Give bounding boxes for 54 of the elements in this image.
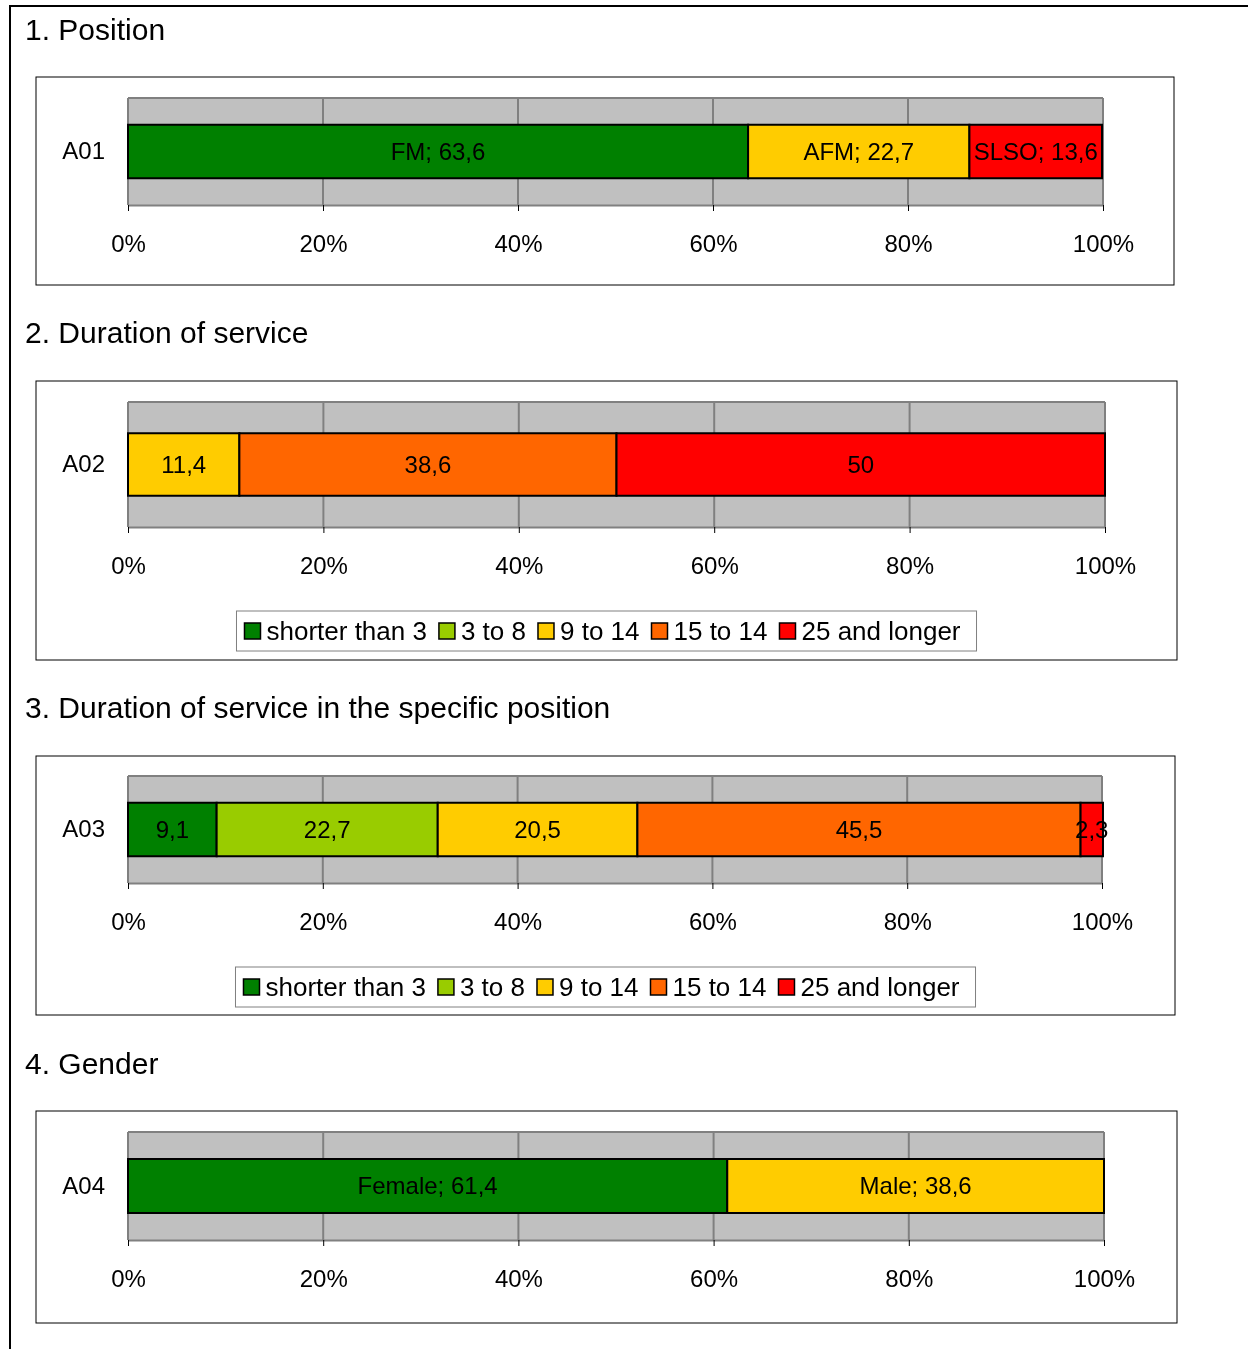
data-label: SLSO; 13,6 xyxy=(973,137,1098,165)
x-tick-label: 60% xyxy=(689,230,738,258)
x-tick-label: 0% xyxy=(111,230,146,258)
legend-label: shorter than 3 xyxy=(265,972,426,1003)
chart-title: 3. Duration of service in the specific position xyxy=(25,691,611,724)
x-tick-label: 80% xyxy=(886,552,935,580)
x-tick-label: 0% xyxy=(111,908,146,936)
legend-label: 9 to 14 xyxy=(558,972,639,1003)
y-tick-label: A01 xyxy=(62,137,105,165)
data-label: 11,4 xyxy=(161,450,207,478)
x-tick-label: 0% xyxy=(111,552,146,580)
x-tick-label: 20% xyxy=(299,552,348,580)
legend-label: 3 to 8 xyxy=(459,972,525,1003)
legend-label: 15 to 14 xyxy=(673,616,768,647)
chart-title: 1. Position xyxy=(25,13,166,46)
y-tick-label: A03 xyxy=(62,815,105,843)
x-tick-label: 80% xyxy=(884,230,933,258)
x-tick-label: 40% xyxy=(494,908,543,936)
y-tick-label: A02 xyxy=(62,450,105,478)
x-tick-label: 40% xyxy=(494,1265,543,1293)
data-label: 9,1 xyxy=(155,815,189,843)
chart-title: 2. Duration of service xyxy=(25,316,309,349)
x-tick-label: 60% xyxy=(688,908,737,936)
data-label: Female; 61,4 xyxy=(357,1172,498,1200)
x-tick-label: 100% xyxy=(1072,230,1135,258)
x-tick-label: 100% xyxy=(1073,1265,1136,1293)
y-tick-label: A04 xyxy=(62,1171,105,1199)
x-tick-label: 100% xyxy=(1071,908,1134,936)
data-label: AFM; 22,7 xyxy=(803,137,915,165)
x-tick-label: 80% xyxy=(885,1265,934,1293)
chart-title: 4. Gender xyxy=(25,1047,159,1080)
legend-label: 9 to 14 xyxy=(559,616,640,647)
legend-label: 25 and longer xyxy=(801,616,961,647)
x-tick-label: 80% xyxy=(883,908,932,936)
data-label: 45,5 xyxy=(835,815,883,843)
x-tick-label: 0% xyxy=(111,1265,146,1293)
x-tick-label: 100% xyxy=(1074,552,1137,580)
data-label: 38,6 xyxy=(404,450,452,478)
data-label: 22,7 xyxy=(303,815,351,843)
x-tick-label: 20% xyxy=(299,908,348,936)
legend-label: 3 to 8 xyxy=(460,616,526,647)
data-label: Male; 38,6 xyxy=(859,1172,972,1200)
x-tick-label: 40% xyxy=(494,230,543,258)
x-tick-label: 40% xyxy=(495,552,544,580)
data-label: FM; 63,6 xyxy=(390,137,486,165)
data-label: 20,5 xyxy=(514,815,561,843)
x-tick-label: 20% xyxy=(299,1265,348,1293)
x-tick-label: 60% xyxy=(690,552,739,580)
data-label: 50 xyxy=(847,450,875,478)
x-tick-label: 20% xyxy=(299,230,348,258)
legend-label: shorter than 3 xyxy=(266,616,427,647)
x-tick-label: 60% xyxy=(690,1265,739,1293)
legend-label: 15 to 14 xyxy=(672,972,767,1003)
legend-label: 25 and longer xyxy=(800,972,960,1003)
